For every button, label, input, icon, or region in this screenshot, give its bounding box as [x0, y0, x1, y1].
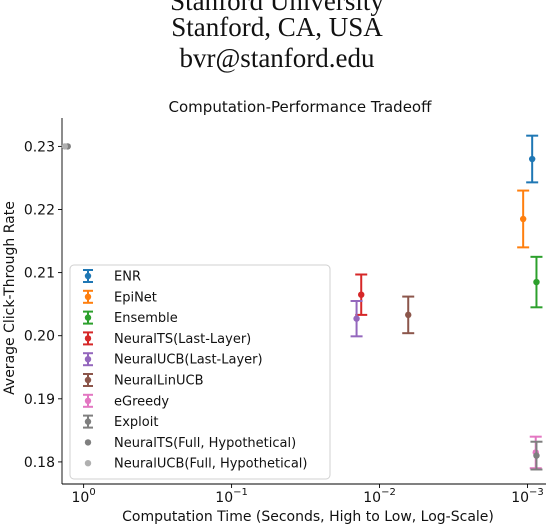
legend-label: NeuralUCB(Full, Hypothetical) [114, 457, 307, 472]
legend-marker-dot [84, 314, 92, 321]
legend: ENR EpiNet Ensemble NeuralTS(Last-Layer) Neu… [69, 264, 331, 480]
series-point [530, 440, 543, 471]
data-marks [61, 134, 543, 471]
legend-label: ENR [114, 270, 141, 285]
legend-label: NeuralLinUCB [114, 374, 204, 389]
legend-marker-dot [84, 439, 92, 446]
x-axis-label: Computation Time (Seconds, High to Low, … [122, 509, 494, 524]
legend-entry: Ensemble [83, 310, 178, 326]
data-point [533, 452, 540, 459]
legend-entry: Exploit [83, 414, 158, 430]
legend-entry: NeuralTS(Last-Layer) [83, 331, 251, 347]
legend-marker-dot [84, 356, 92, 363]
y-tick-label: 0.18 [24, 455, 55, 471]
series-point [526, 134, 539, 184]
legend-label: eGreedy [114, 394, 169, 409]
legend-marker-dot [84, 418, 92, 425]
header-location: Stanford, CA, USA [171, 12, 383, 42]
series-point [517, 189, 530, 249]
legend-entry: ENR [83, 269, 141, 285]
legend-entry: EpiNet [83, 289, 157, 305]
legend-label: Exploit [114, 415, 158, 430]
legend-entry: NeuralTS(Full, Hypothetical) [84, 436, 296, 451]
legend-marker-dot [84, 335, 92, 342]
series-point [402, 295, 415, 335]
series-point [530, 255, 543, 309]
data-point [519, 215, 527, 223]
y-tick-label: 0.23 [24, 139, 55, 155]
y-tick-label: 0.21 [24, 266, 55, 282]
legend-label: Ensemble [114, 311, 178, 326]
legend-entry: NeuralLinUCB [83, 373, 204, 389]
legend-entry: NeuralUCB(Last-Layer) [83, 352, 263, 368]
x-tick-label: 10−1 [215, 487, 248, 506]
x-tick-label: 100 [72, 487, 96, 506]
legend-label: EpiNet [114, 290, 157, 305]
legend-marker-dot [84, 272, 92, 280]
legend-marker-dot [84, 376, 92, 384]
legend-box [69, 264, 331, 480]
data-point [528, 155, 536, 163]
data-point [405, 311, 412, 319]
y-axis-label: Average Click-Through Rate [2, 201, 18, 395]
y-tick-label: 0.22 [24, 203, 55, 219]
legend-entry: eGreedy [83, 393, 169, 409]
x-tick-label: 10−3 [511, 487, 544, 506]
series-point [61, 143, 69, 150]
legend-label: NeuralUCB(Last-Layer) [114, 353, 263, 368]
x-tick-label: 10−2 [363, 487, 396, 506]
legend-entry: NeuralUCB(Full, Hypothetical) [84, 457, 307, 472]
header-email: bvr@stanford.edu [179, 43, 375, 73]
legend-label: NeuralTS(Last-Layer) [114, 332, 251, 347]
header-affiliation: Stanford University [170, 0, 384, 16]
data-point [358, 291, 365, 298]
y-tick-label: 0.20 [24, 329, 55, 345]
axes: 0.18 0.19 0.20 0.21 0.22 0.23 100 10−1 10−2 10−3 [24, 118, 546, 506]
legend-marker-dot [84, 293, 92, 300]
data-point [61, 143, 69, 150]
y-tick-label: 0.19 [24, 392, 55, 408]
legend-label: NeuralTS(Full, Hypothetical) [114, 436, 296, 451]
series-point [350, 300, 363, 338]
data-point [353, 315, 360, 322]
legend-marker-dot [84, 460, 92, 467]
chart-title: Computation-Performance Tradeoff [169, 98, 433, 116]
data-point [533, 278, 540, 286]
legend-marker-dot [84, 397, 92, 404]
